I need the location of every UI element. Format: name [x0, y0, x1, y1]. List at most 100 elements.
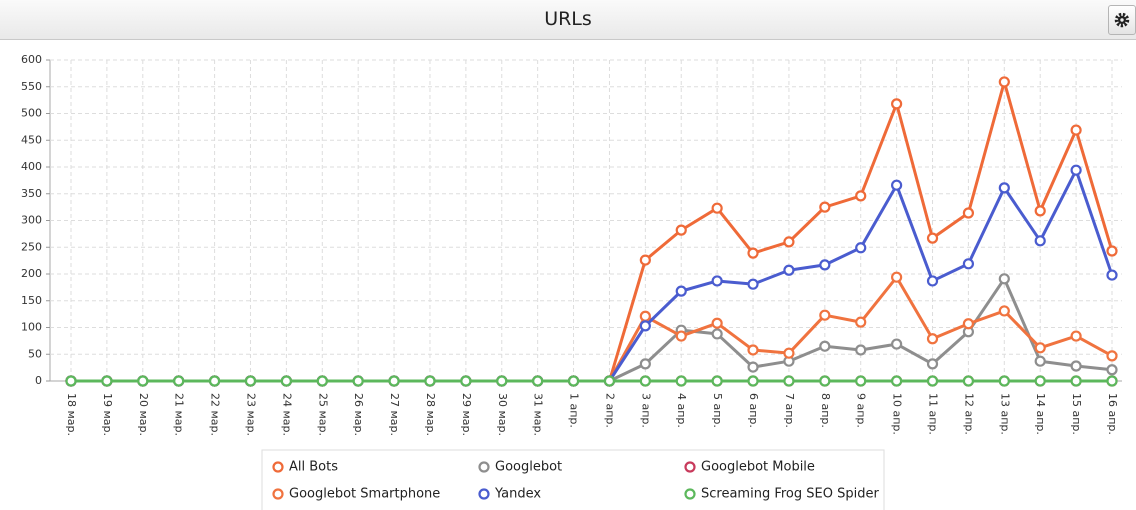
x-tick-label: 22 мар.: [209, 393, 222, 436]
y-tick-label: 350: [21, 187, 42, 200]
legend-item[interactable]: Screaming Frog SEO Spider: [684, 487, 880, 502]
y-tick-label: 550: [21, 80, 42, 93]
legend-label: Yandex: [494, 487, 541, 502]
data-point: [208, 375, 221, 387]
data-point: [675, 285, 687, 297]
legend-item[interactable]: Googlebot Mobile: [684, 460, 815, 475]
legend: All Bots Googlebot Googlebot Mobile Googleb…: [261, 449, 885, 510]
legend-marker: [684, 488, 696, 500]
x-tick-label: 8 апр.: [819, 393, 832, 428]
x-tick-label: 20 мар.: [137, 393, 150, 436]
data-point: [639, 320, 651, 332]
x-tick-label: 16 апр.: [1106, 393, 1119, 435]
legend-box: [261, 449, 885, 510]
data-point: [998, 76, 1010, 88]
x-tick-label: 7 апр.: [783, 393, 796, 428]
legend-label: Googlebot Mobile: [701, 460, 815, 475]
data-point: [1034, 355, 1046, 367]
data-point: [1070, 164, 1082, 176]
data-point: [1070, 360, 1082, 372]
legend-item[interactable]: Yandex: [478, 487, 542, 502]
data-point: [962, 318, 975, 330]
data-point: [998, 273, 1010, 285]
legend-item[interactable]: Googlebot Smartphone: [272, 487, 441, 502]
data-point: [819, 340, 831, 352]
data-point: [460, 375, 472, 387]
legend-marker: [272, 488, 284, 500]
data-point: [819, 375, 831, 387]
y-tick-label: 100: [21, 321, 42, 334]
data-point: [532, 375, 544, 387]
data-point: [711, 375, 723, 387]
data-point: [926, 232, 939, 244]
data-point: [855, 316, 867, 328]
legend-marker: [478, 488, 490, 500]
x-tick-label: 27 мар.: [388, 393, 401, 436]
legend-label: Googlebot Smartphone: [289, 487, 440, 502]
x-tick-label: 11 апр.: [927, 393, 940, 435]
data-point: [926, 358, 939, 370]
chart-title: URLs: [544, 8, 592, 30]
data-point: [1106, 375, 1118, 387]
data-point: [819, 201, 831, 213]
data-point: [244, 375, 257, 387]
x-tick-label: 4 апр.: [675, 393, 688, 428]
legend-marker: [684, 461, 696, 473]
legend-marker: [478, 461, 490, 473]
data-point: [496, 375, 508, 387]
x-tick-label: 31 мар.: [532, 393, 545, 436]
data-point: [711, 317, 723, 329]
data-point: [855, 242, 867, 254]
data-point: [1070, 330, 1082, 342]
x-tick-label: 29 мар.: [460, 393, 473, 436]
data-point: [1106, 350, 1118, 362]
y-tick-label: 200: [21, 267, 42, 280]
data-point: [855, 344, 867, 356]
x-tick-label: 5 апр.: [711, 393, 724, 428]
data-point: [783, 375, 795, 387]
data-point: [926, 333, 939, 345]
data-point: [783, 264, 795, 276]
y-tick-label: 450: [21, 133, 42, 146]
series-line: [71, 80, 1114, 383]
x-tick-label: 9 апр.: [855, 393, 868, 428]
data-point: [1070, 124, 1082, 136]
data-point: [855, 190, 867, 202]
data-point: [998, 375, 1010, 387]
data-point: [1034, 235, 1046, 247]
data-point: [424, 375, 436, 387]
data-point: [998, 182, 1010, 194]
data-point: [783, 236, 795, 248]
data-point: [891, 271, 903, 283]
data-point: [675, 330, 687, 342]
data-point: [1070, 375, 1082, 387]
data-point: [101, 375, 113, 387]
data-point: [711, 202, 723, 214]
x-tick-label: 2 апр.: [603, 393, 616, 428]
data-point: [1106, 245, 1118, 257]
title-bar: URLs: [0, 0, 1136, 40]
data-point: [675, 224, 687, 236]
x-tick-label: 1 апр.: [568, 393, 581, 428]
data-point: [747, 247, 759, 259]
data-point: [747, 361, 759, 373]
data-point: [280, 375, 292, 387]
x-tick-label: 14 апр.: [1034, 393, 1047, 435]
data-point: [639, 358, 651, 370]
data-point: [352, 375, 364, 387]
legend-item[interactable]: All Bots: [272, 460, 339, 475]
legend-item[interactable]: Googlebot: [478, 460, 563, 475]
y-tick-label: 300: [21, 214, 42, 227]
x-tick-label: 24 мар.: [280, 393, 293, 436]
x-tick-label: 15 апр.: [1070, 393, 1083, 435]
data-point: [1034, 342, 1046, 354]
x-tick-label: 10 апр.: [891, 393, 904, 435]
legend-label: Googlebot: [495, 460, 562, 475]
y-tick-label: 400: [21, 160, 42, 173]
data-point: [962, 375, 975, 387]
data-point: [316, 375, 328, 387]
data-point: [1034, 375, 1046, 387]
data-point: [962, 207, 975, 219]
data-point: [388, 375, 400, 387]
y-tick-label: 150: [21, 294, 42, 307]
